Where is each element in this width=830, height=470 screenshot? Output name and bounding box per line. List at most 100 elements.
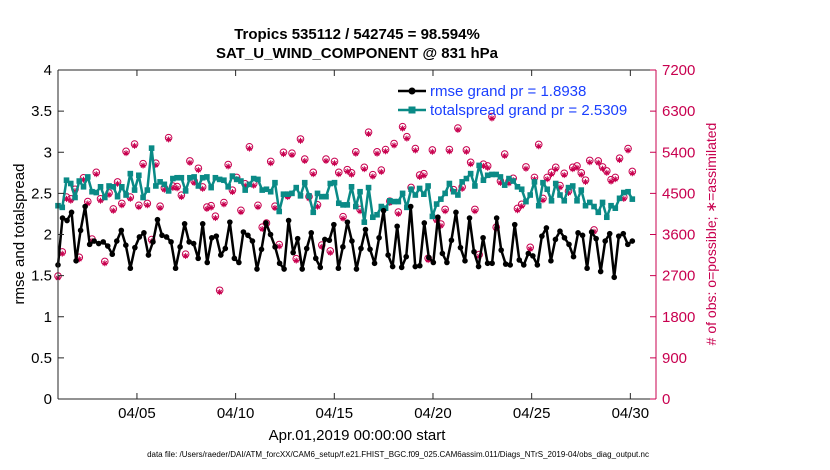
obs-assimilated-marker (131, 142, 138, 149)
rmse-point (199, 221, 206, 227)
rmse-point (511, 221, 518, 228)
rmse-point (109, 251, 116, 258)
totalspread-point (216, 176, 223, 183)
legend: rmse grand pr = 1.8938 totalspread grand… (398, 83, 627, 119)
y2-tick-label: 2700 (662, 268, 695, 285)
obs-assimilated-marker (165, 136, 172, 143)
obs-assimilated-marker (582, 178, 589, 185)
x-tick-label: 04/10 (217, 405, 255, 422)
totalspread-point (144, 187, 151, 193)
totalspread-point (80, 183, 87, 190)
totalspread-point (612, 205, 619, 211)
rmse-point (353, 266, 360, 272)
obs-assimilated-marker (140, 162, 147, 169)
totalspread-point (301, 179, 308, 186)
totalspread-point (412, 192, 419, 198)
rmse-point (489, 260, 495, 267)
rmse-point (344, 219, 351, 225)
obs-assimilated-marker (340, 215, 347, 222)
rmse-point (516, 257, 523, 263)
rmse-point (190, 240, 197, 247)
rmse-point (240, 229, 247, 235)
rmse-point (579, 232, 586, 239)
rmse-point (525, 250, 532, 257)
totalspread-point (501, 182, 508, 188)
obs-assimilated-marker (629, 170, 636, 177)
y2-tick-label: 1800 (662, 309, 695, 326)
rmse-point (620, 230, 627, 237)
y2-tick-label: 6300 (662, 103, 695, 120)
rmse-point (367, 246, 373, 253)
totalspread-point (204, 174, 210, 180)
rmse-point (281, 266, 287, 272)
rmse-point (132, 244, 138, 251)
totalspread-point (387, 197, 393, 204)
rmse-point (430, 259, 437, 266)
totalspread-point (374, 211, 380, 218)
totalspread-point (442, 190, 448, 197)
x-tick-label: 04/30 (612, 405, 650, 422)
obs-assimilated-marker (237, 209, 244, 216)
obs-assimilated-marker (403, 135, 410, 142)
totalspread-point (459, 179, 465, 185)
totalspread-point (131, 187, 138, 193)
totalspread-point (127, 170, 134, 177)
rmse-point (624, 241, 631, 248)
totalspread-point (229, 173, 236, 179)
totalspread-point (148, 145, 155, 151)
rmse-point (222, 245, 229, 252)
rmse-point (530, 253, 536, 259)
rmse-point (245, 232, 251, 239)
obs-assimilated-marker (174, 185, 181, 192)
rmse-point (448, 237, 455, 244)
rmse-point (331, 221, 337, 228)
obs-assimilated-marker (208, 204, 215, 211)
totalspread-point (429, 213, 436, 220)
obs-assimilated-marker (157, 204, 164, 211)
rmse-point (398, 264, 405, 271)
rmse-point (231, 255, 238, 262)
totalspread-point (357, 188, 363, 195)
obs-assimilated-marker (429, 148, 436, 155)
rmse-point (168, 239, 174, 245)
obs-assimilated-marker (561, 172, 568, 179)
rmse-point (376, 234, 382, 241)
obs-assimilated-marker (101, 260, 108, 267)
totalspread-point (306, 193, 312, 199)
obs-assimilated-marker (544, 176, 551, 183)
totalspread-point (621, 189, 627, 196)
obs-assimilated-marker (67, 197, 74, 204)
rmse-point (123, 242, 129, 248)
totalspread-point (225, 183, 231, 190)
rmse-point (86, 241, 93, 248)
rmse-point (502, 261, 509, 267)
totalspread-point (527, 192, 534, 198)
totalspread-point (608, 202, 614, 209)
obs-assimilated-marker (446, 148, 453, 155)
obs-assimilated-marker (123, 150, 130, 157)
plot-area (58, 70, 656, 399)
totalspread-point (76, 178, 83, 184)
obs-assimilated-marker (518, 203, 525, 210)
y2-tick-label: 7200 (662, 62, 695, 79)
obs-assimilated-marker (246, 145, 253, 152)
totalspread-point (97, 183, 104, 190)
obs-assimilated-marker (608, 178, 615, 185)
totalspread-point (153, 183, 159, 189)
rmse-point (389, 263, 396, 270)
rmse-point (68, 209, 75, 216)
y-tick-label: 2 (44, 227, 52, 244)
obs-assimilated-marker (220, 201, 227, 208)
obs-assimilated-marker (348, 171, 355, 178)
rmse-point (426, 254, 432, 261)
obs-assimilated-marker (454, 126, 461, 133)
obs-assimilated-marker (471, 208, 478, 215)
rmse-point (104, 243, 111, 249)
rmse-point (457, 244, 464, 251)
legend-entry-totalspread: totalspread grand pr = 2.5309 (398, 102, 627, 119)
obs-assimilated-marker (395, 210, 402, 217)
rmse-point (177, 244, 183, 250)
x-axis-ticks: 04/05 04/10 04/15 04/20 04/25 04/30 (118, 70, 649, 422)
obs-assimilated-marker (178, 194, 185, 201)
legend-entry-rmse: rmse grand pr = 1.8938 (398, 83, 586, 100)
